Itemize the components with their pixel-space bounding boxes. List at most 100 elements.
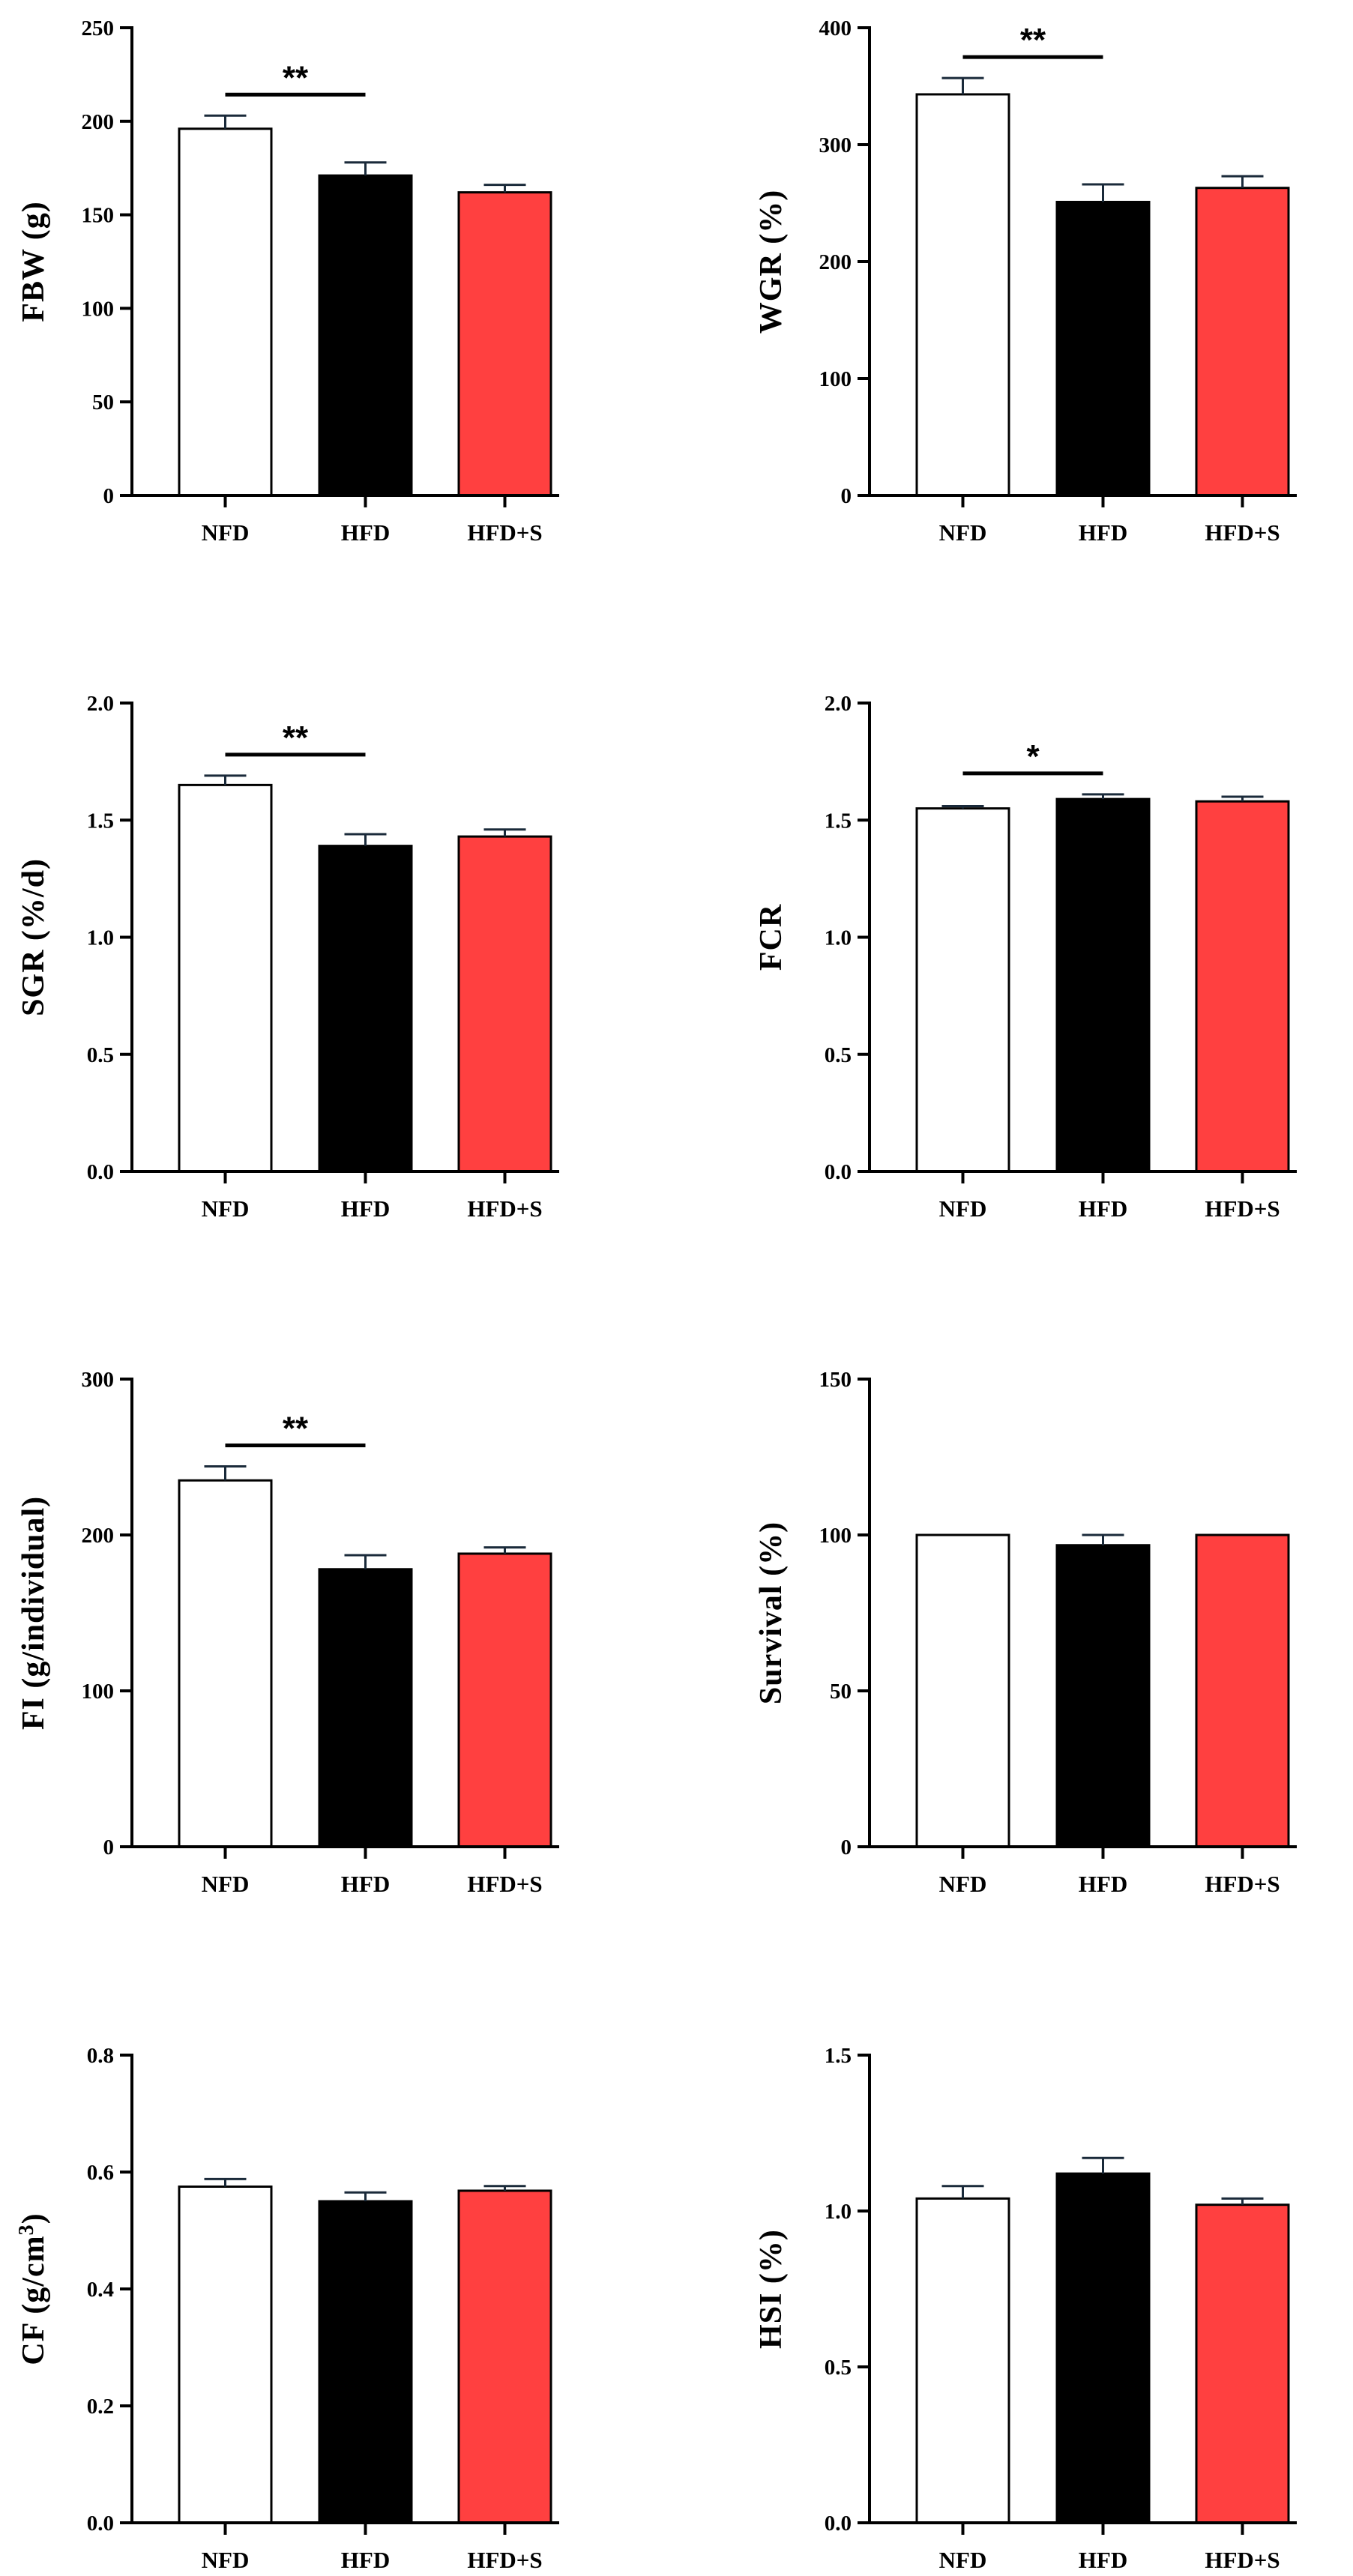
significance-label: *: [1026, 738, 1040, 775]
x-tick-label: NFD: [939, 1871, 987, 1897]
x-tick-label: NFD: [202, 2547, 250, 2573]
bar-hfd: [318, 2200, 413, 2524]
x-tick-label: NFD: [202, 519, 250, 546]
y-axis-title-superscript: 3: [15, 2224, 38, 2235]
chart-panel-2: 0 100 200 300 400 NFD HFD HFD+S WGR (%) **: [754, 16, 1297, 546]
y-tick-label: 1.0: [825, 926, 852, 950]
bar-hfd-plus-s: [1195, 800, 1290, 1173]
y-tick-label: 200: [82, 1524, 115, 1548]
x-tick-label: NFD: [939, 519, 987, 546]
error-bar: [344, 1554, 387, 1569]
y-tick-label: 0.5: [825, 2356, 852, 2380]
error-bar: [941, 2185, 984, 2199]
y-tick-label: 0.0: [87, 1160, 114, 1184]
y-tick-label: 50: [830, 1680, 852, 1704]
x-tick-label: HFD: [1079, 1195, 1127, 1222]
y-tick-label: 150: [82, 204, 115, 228]
error-bar: [1082, 793, 1124, 800]
x-tick-label: NFD: [939, 2547, 987, 2573]
bar-hfd-plus-s: [457, 2189, 552, 2524]
y-tick-label: 150: [819, 1368, 852, 1392]
y-tick-label: 0.0: [825, 1160, 852, 1184]
bar-hfd: [1055, 797, 1151, 1173]
bar-hfd: [1055, 1544, 1151, 1848]
error-bar: [204, 2177, 247, 2187]
y-axis-title: FI (g/individual): [16, 1496, 51, 1730]
significance-marker: **: [225, 59, 366, 97]
y-tick-label: 2.0: [87, 692, 114, 716]
y-tick-label: 1.0: [87, 926, 114, 950]
y-tick-label: 200: [819, 250, 852, 274]
y-tick-label: 400: [819, 16, 852, 40]
y-tick-label: 0: [841, 484, 852, 508]
x-tick-label: HFD+S: [1205, 519, 1280, 546]
error-bar: [204, 114, 247, 129]
bar-nfd: [915, 2197, 1010, 2524]
bar-hfd: [1055, 200, 1151, 497]
x-tick-label: NFD: [202, 1871, 250, 1897]
chart-panel-4: 0.0 0.5 1.0 1.5 2.0 NFD HFD HFD+S FCR *: [754, 692, 1297, 1222]
y-axis-title: SGR (%/d): [16, 858, 51, 1016]
y-tick-label: 1.5: [825, 2044, 852, 2068]
bar-hfd: [1055, 2172, 1151, 2524]
x-tick-label: HFD: [341, 1195, 390, 1222]
bar-hfd: [318, 1568, 413, 1848]
x-tick-label: HFD+S: [1205, 1195, 1280, 1222]
y-tick-label: 300: [82, 1368, 115, 1392]
y-axis-title: Survival (%): [754, 1521, 789, 1704]
significance-label: **: [1020, 22, 1046, 58]
x-tick-label: HFD: [1079, 519, 1127, 546]
error-bar: [344, 2191, 387, 2201]
error-bar: [483, 828, 526, 837]
chart-panel-8: 0.0 0.5 1.0 1.5 NFD HFD HFD+S HSI (%): [754, 2044, 1297, 2573]
significance-label: **: [283, 720, 309, 756]
y-tick-label: 0.5: [87, 1043, 114, 1067]
y-tick-label: 100: [819, 367, 852, 391]
error-bar: [344, 161, 387, 176]
bar-nfd: [178, 1479, 273, 1848]
y-tick-label: 200: [82, 110, 115, 134]
error-bar: [1221, 175, 1264, 188]
x-tick-label: NFD: [939, 1195, 987, 1222]
y-tick-label: 0.8: [87, 2044, 114, 2068]
chart-panel-7: 0.0 0.2 0.4 0.6 0.8 NFD HFD HFD+S CF (g/cm3): [15, 2044, 559, 2573]
chart-panel-6: 0 50 100 150 NFD HFD HFD+S Survival (%): [754, 1368, 1297, 1897]
y-tick-label: 0: [103, 1836, 115, 1859]
bar-hfd: [318, 845, 413, 1173]
bar-nfd: [178, 783, 273, 1173]
bar-nfd: [915, 93, 1010, 497]
y-axis-title: HSI (%): [754, 2229, 789, 2349]
y-tick-label: 1.5: [825, 809, 852, 833]
x-tick-label: HFD: [1079, 2547, 1127, 2573]
x-tick-label: HFD+S: [1205, 1871, 1280, 1897]
x-tick-label: HFD+S: [1205, 2547, 1280, 2573]
error-bar: [483, 1546, 526, 1554]
y-tick-label: 0.2: [87, 2395, 114, 2419]
chart-panel-5: 0 100 200 300 NFD HFD HFD+S FI (g/individual) **: [16, 1368, 559, 1897]
bar-hfd-plus-s: [1195, 187, 1290, 497]
y-tick-label: 300: [819, 133, 852, 157]
significance-marker: **: [225, 1410, 366, 1447]
bar-hfd: [318, 174, 413, 497]
y-tick-label: 0.5: [825, 1043, 852, 1067]
x-tick-label: HFD+S: [467, 1195, 542, 1222]
x-tick-label: NFD: [202, 1195, 250, 1222]
bar-hfd-plus-s: [457, 835, 552, 1173]
bar-nfd: [178, 2186, 273, 2524]
y-tick-label: 0.6: [87, 2161, 114, 2185]
y-tick-label: 0.0: [87, 2512, 114, 2536]
error-bar: [941, 76, 984, 94]
error-bar: [1082, 2156, 1124, 2174]
y-tick-label: 0.4: [87, 2278, 114, 2302]
y-tick-label: 100: [819, 1524, 852, 1548]
chart-panel-1: 0 50 100 150 200 250 NFD HFD HFD+S FBW (g) **: [16, 16, 559, 546]
x-tick-label: HFD: [341, 519, 390, 546]
y-axis-title: CF (g/cm3): [15, 2212, 51, 2365]
error-bar: [204, 1465, 247, 1481]
error-bar: [1221, 795, 1264, 802]
error-bar: [1221, 2197, 1264, 2205]
significance-marker: **: [962, 22, 1103, 59]
error-bar: [204, 774, 247, 785]
y-tick-label: 100: [82, 297, 115, 321]
